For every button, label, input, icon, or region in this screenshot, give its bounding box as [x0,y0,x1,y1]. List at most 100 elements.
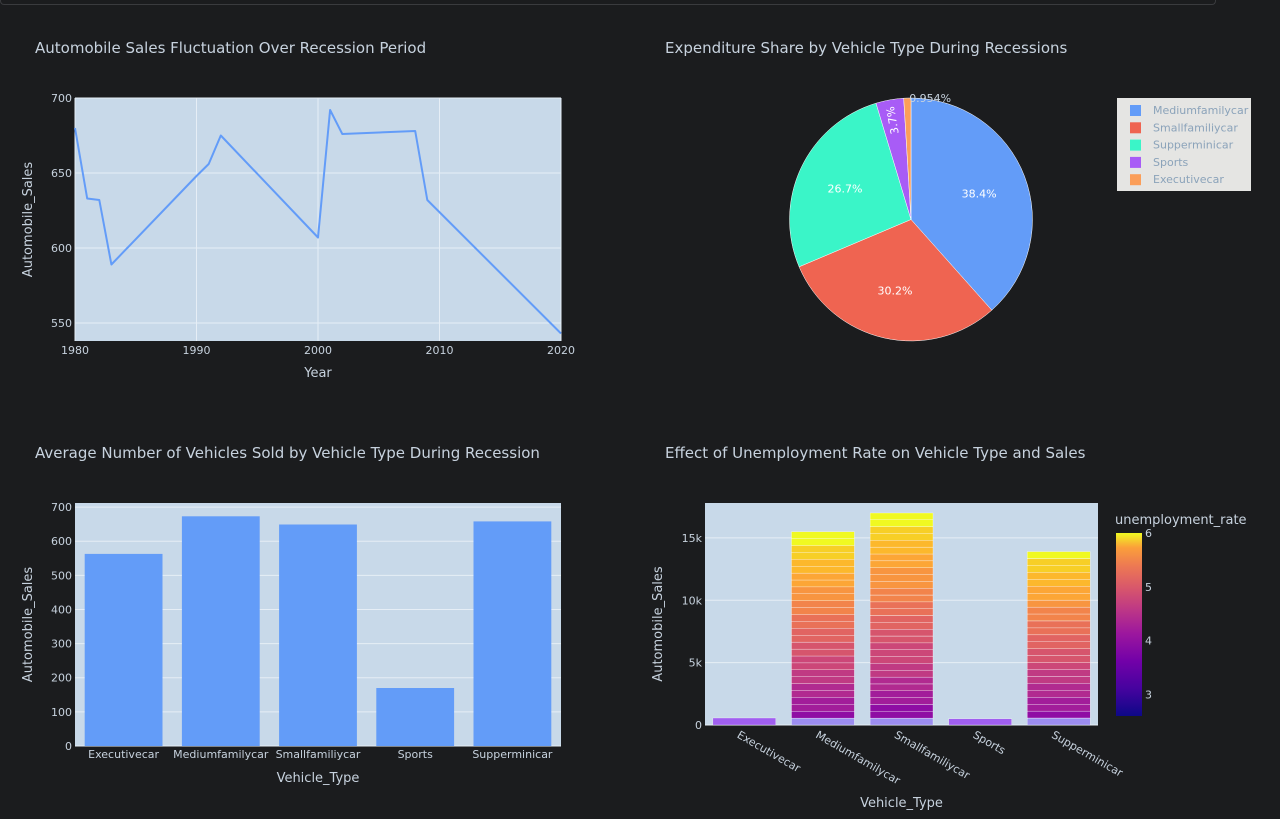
bar-segment [1027,586,1091,594]
y-tick-label: 5k [689,657,703,670]
legend-label: Supperminicar [1153,139,1234,152]
bar-segment [1027,717,1091,726]
pie-value-label: 26.7% [828,183,863,196]
pie-value-label: 30.2% [878,285,913,298]
x-tick-label: Supperminicar [1049,728,1125,780]
series-line [74,109,562,335]
bar-segment [869,615,934,623]
bar-segment [869,581,934,589]
bar-segment [791,552,855,560]
bar-segment [791,648,855,657]
x-tick-label: Mediumfamilycar [813,728,902,787]
pie-value-label: 0.954% [909,92,951,105]
legend-swatch [1130,105,1141,116]
bar-segment [1027,600,1091,608]
bar-segment [712,717,776,726]
chart-title: Effect of Unemployment Rate on Vehicle T… [665,444,1086,462]
stacked-bar-sports [948,718,1012,726]
bar-segment [869,560,934,568]
bar-segment [1027,565,1091,573]
bar-segment [948,718,1012,726]
bar-segment [869,533,934,541]
bar-segment [791,566,855,574]
bar-segment [1027,572,1091,580]
bar-segment [791,586,855,594]
bar-segment [791,642,855,650]
y-tick-label: 550 [51,317,72,330]
y-tick-label: 600 [51,242,72,255]
bar-segment [791,697,855,705]
colorbar-tick-label: 6 [1145,527,1152,540]
bar-segment [1027,606,1091,615]
bar-segment [791,711,855,719]
bar-segment [791,579,855,588]
bar-segment [869,519,934,527]
y-axis-label: Automobile_Sales [651,566,666,682]
bar-segment [869,663,934,671]
x-tick-label: 1990 [183,344,211,357]
bar-segment [869,629,934,637]
y-tick-label: 200 [51,672,72,685]
bar-segment [1027,579,1091,587]
pie-slice-supperminicar [789,102,912,268]
bar-segment [869,683,934,691]
y-tick-label: 400 [51,603,72,616]
bar-segment [869,711,934,719]
legend-swatch [1130,122,1141,134]
stacked-bar-mediumfamilycar [791,531,855,726]
x-tick-label: 1980 [61,344,89,357]
bar-segment [869,547,934,555]
bar-chart: Average Number of Vehicles Sold by Vehic… [21,444,561,786]
bar-segment [791,690,855,698]
bar-smallfamiliycar [279,524,357,746]
bar-segment [791,655,855,664]
colorbar-title: unemployment_rate [1115,513,1247,528]
bar-segment [869,512,934,520]
x-tick-label: Mediumfamilycar [173,748,269,761]
x-tick-label: Supperminicar [472,748,553,761]
y-tick-label: 0 [695,719,702,732]
bar-segment [791,600,855,608]
bar-segment [791,531,855,539]
pie-legend: Mediumfamilycar Smallfamiliycar Suppermini… [1117,98,1251,191]
legend-label: Sports [1153,156,1189,169]
bar-segment [869,574,934,582]
bar-segment [1027,676,1091,684]
bar-segment [869,670,934,678]
bar-segment [869,540,934,548]
bar-segment [869,622,934,630]
colorbar-gradient [1116,533,1142,716]
bar-segment [791,559,855,567]
bar-executivecar [84,553,163,746]
pie-value-label: 38.4% [962,188,997,201]
y-tick-label: 600 [51,535,72,548]
bar-segment [791,628,855,636]
bar-segment [869,526,934,534]
bar-segment [869,676,934,685]
y-tick-label: 650 [51,167,72,180]
bar-segment [791,621,855,629]
x-tick-label: Executivecar [735,728,803,775]
bar-segment [1027,620,1091,629]
chart-title: Average Number of Vehicles Sold by Vehic… [35,444,540,462]
bar-segment [869,642,934,650]
legend-swatch [1130,156,1141,168]
bar-segment [1027,669,1091,677]
stacked-bar-smallfamiliycar [869,512,934,726]
pie-chart: Expenditure Share by Vehicle Type During… [665,39,1251,342]
bar-segment [791,704,855,712]
bar-segment [869,656,934,664]
bar-segment [1027,641,1091,649]
bar-segment [791,607,855,615]
legend-label: Mediumfamilycar [1153,104,1249,117]
pie-value-label: 3.7% [884,105,902,135]
bar-segment [791,572,855,581]
bar-segment [791,676,855,684]
bar-segment [1027,704,1091,712]
bar-segment [869,601,934,609]
bar-segment [869,594,934,603]
x-axis-label: Vehicle_Type [860,796,943,811]
colorbar-tick-label: 4 [1145,635,1152,648]
bar-sports [376,688,455,746]
